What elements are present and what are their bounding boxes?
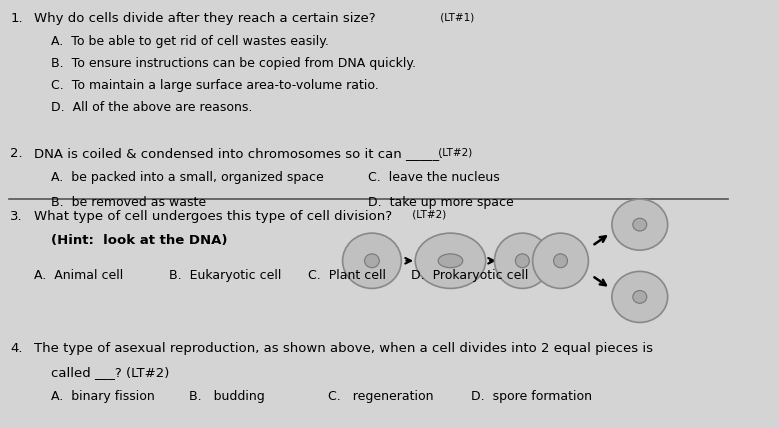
Text: (Hint:  look at the DNA): (Hint: look at the DNA) — [51, 235, 227, 247]
Text: (LT#2): (LT#2) — [409, 210, 446, 220]
Text: D.  take up more space: D. take up more space — [368, 196, 514, 209]
Text: called ___? (LT#2): called ___? (LT#2) — [51, 366, 170, 379]
Ellipse shape — [554, 254, 567, 268]
Ellipse shape — [612, 271, 668, 322]
Ellipse shape — [343, 233, 401, 288]
Text: A.  be packed into a small, organized space: A. be packed into a small, organized spa… — [51, 172, 324, 184]
Text: B.  Eukaryotic cell: B. Eukaryotic cell — [169, 269, 281, 282]
Text: 3.: 3. — [10, 210, 23, 223]
Text: DNA is coiled & condensed into chromosomes so it can _____.: DNA is coiled & condensed into chromosom… — [34, 147, 444, 160]
Text: The type of asexual reproduction, as shown above, when a cell divides into 2 equ: The type of asexual reproduction, as sho… — [34, 342, 654, 354]
Text: What type of cell undergoes this type of cell division?: What type of cell undergoes this type of… — [34, 210, 393, 223]
Ellipse shape — [438, 254, 463, 268]
Text: B.  To ensure instructions can be copied from DNA quickly.: B. To ensure instructions can be copied … — [51, 56, 416, 70]
Text: 4.: 4. — [10, 342, 23, 354]
Text: C.   regeneration: C. regeneration — [328, 390, 433, 404]
Text: C.  Plant cell: C. Plant cell — [308, 269, 386, 282]
Text: B.  be removed as waste: B. be removed as waste — [51, 196, 206, 209]
Ellipse shape — [365, 254, 379, 268]
Text: B.   budding: B. budding — [189, 390, 264, 404]
Text: D.  Prokaryotic cell: D. Prokaryotic cell — [411, 269, 528, 282]
Text: D.  spore formation: D. spore formation — [471, 390, 592, 404]
Text: C.  leave the nucleus: C. leave the nucleus — [368, 172, 500, 184]
Text: A.  To be able to get rid of cell wastes easily.: A. To be able to get rid of cell wastes … — [51, 35, 330, 48]
Ellipse shape — [415, 233, 485, 288]
Text: C.  To maintain a large surface area-to-volume ratio.: C. To maintain a large surface area-to-v… — [51, 79, 379, 92]
Text: 2.: 2. — [10, 147, 23, 160]
Ellipse shape — [633, 218, 647, 231]
Text: Why do cells divide after they reach a certain size?: Why do cells divide after they reach a c… — [34, 12, 376, 25]
Ellipse shape — [495, 233, 550, 288]
Ellipse shape — [533, 233, 588, 288]
Ellipse shape — [612, 199, 668, 250]
Ellipse shape — [633, 291, 647, 303]
Text: A.  Animal cell: A. Animal cell — [34, 269, 124, 282]
Text: A.  binary fission: A. binary fission — [51, 390, 155, 404]
Text: (LT#2): (LT#2) — [435, 147, 472, 157]
Text: (LT#1): (LT#1) — [436, 12, 474, 22]
Text: 1.: 1. — [10, 12, 23, 25]
Ellipse shape — [516, 254, 530, 268]
Text: D.  All of the above are reasons.: D. All of the above are reasons. — [51, 101, 252, 114]
